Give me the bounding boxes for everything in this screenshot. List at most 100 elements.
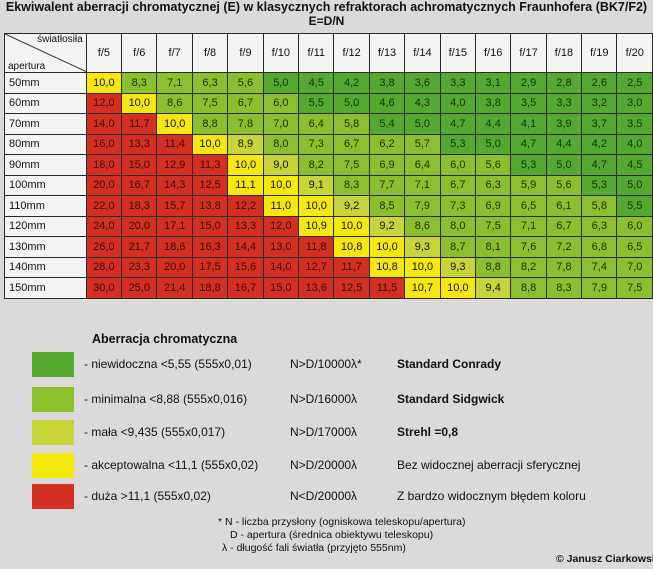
table-cell: 4,7 [581, 154, 618, 176]
row-header-aperture: 130mm [4, 236, 87, 258]
table-cell: 8,0 [262, 133, 300, 155]
table-cell: 20,0 [156, 256, 193, 278]
table-cell: 6,0 [439, 154, 476, 176]
table-cell: 7,1 [510, 215, 547, 237]
table-cell: 12,5 [333, 277, 370, 299]
table-row: 80mm 16,0 13,3 11,4 10,0 8,9 8,0 7,3 6,7 6,2 5,7 5,… [4, 133, 653, 155]
column-header: f/6 [121, 33, 158, 73]
table-cell: 10,0 [439, 277, 476, 299]
table-cell: 3,6 [404, 72, 441, 94]
legend-description: - mała <9,435 (555x0,017) [84, 425, 226, 439]
column-header: f/17 [510, 33, 547, 73]
table-cell: 17,5 [191, 256, 229, 278]
table-cell: 7,0 [616, 256, 653, 278]
table-cell: 15,0 [191, 215, 229, 237]
table-cell: 6,4 [298, 113, 335, 135]
table-cell: 7,3 [439, 195, 476, 217]
table-cell: 3,1 [474, 72, 512, 94]
table-cell: 10,0 [121, 92, 158, 114]
table-cell: 13,0 [262, 236, 300, 258]
table-cell: 10,8 [368, 256, 406, 278]
legend-ratio: N<D/20000λ [290, 489, 358, 503]
table-cell: 21,7 [121, 236, 158, 258]
table-cell: 8,3 [121, 72, 158, 94]
table-cell: 11,1 [227, 174, 264, 196]
table-cell: 30,0 [85, 277, 123, 299]
table-cell: 15,0 [121, 154, 158, 176]
title-formula: E=D/N [308, 14, 345, 28]
row-header-aperture: 110mm [4, 195, 87, 217]
table-row: 60mm 12,0 10,0 8,6 7,5 6,7 6,0 5,5 5,0 4,6 4,3 4,0 3… [4, 92, 653, 114]
table-cell: 7,6 [510, 236, 547, 258]
table-cell: 10,0 [368, 236, 406, 258]
table-cell: 6,9 [474, 195, 512, 217]
table-cell: 14,0 [85, 113, 123, 135]
chart-title: Ekwiwalent aberracji chromatycznej (E) w… [0, 0, 653, 28]
table-cell: 6,7 [439, 174, 476, 196]
legend-description: - minimalna <8,88 (555x0,016) [84, 392, 248, 406]
table-cell: 5,3 [439, 133, 476, 155]
table-cell: 18,3 [121, 195, 158, 217]
table-cell: 9,3 [439, 256, 476, 278]
table-cell: 12,2 [227, 195, 264, 217]
table-cell: 7,5 [474, 215, 512, 237]
table-cell: 7,4 [581, 256, 618, 278]
table-cell: 8,3 [333, 174, 370, 196]
table-cell: 8,8 [510, 277, 547, 299]
table-cell: 8,6 [156, 92, 193, 114]
table-cell: 10,7 [404, 277, 441, 299]
table-cell: 11,8 [298, 236, 335, 258]
table-cell: 13,6 [298, 277, 335, 299]
table-cell: 4,7 [439, 113, 476, 135]
table-cell: 2,6 [581, 72, 618, 94]
table-cell: 2,5 [616, 72, 653, 94]
table-cell: 5,5 [616, 195, 653, 217]
table-cell: 17,1 [156, 215, 193, 237]
table-cell: 2,9 [510, 72, 547, 94]
corner-label-focal-ratio: światłosiła [37, 34, 83, 45]
column-header: f/11 [298, 33, 335, 73]
table-row: 120mm 24,0 20,0 17,1 15,0 13,3 12,0 10,9 10,0 9,2… [4, 215, 653, 237]
table-cell: 8,6 [404, 215, 441, 237]
table-cell: 7,7 [368, 174, 406, 196]
table-cell: 5,0 [616, 174, 653, 196]
table-cell: 6,3 [474, 174, 512, 196]
table-cell: 13,8 [191, 195, 229, 217]
table-cell: 14,0 [262, 256, 300, 278]
table-cell: 4,5 [616, 154, 653, 176]
table-cell: 5,3 [581, 174, 618, 196]
table-cell: 4,2 [333, 72, 370, 94]
legend-item: - niewidoczna <5,55 (555x0,01) N>D/10000λ… [0, 352, 653, 382]
table-row: 150mm 30,0 25,0 21,4 18,8 16,7 15,0 13,6 12,5 11,… [4, 277, 653, 299]
legend-item: - mała <9,435 (555x0,017) N>D/17000λ Streh… [0, 420, 653, 450]
table-row: 50mm 10,0 8,3 7,1 6,3 5,6 5,0 4,5 4,2 3,8 3,6 3,3 3,… [4, 72, 653, 94]
corner-label-aperture: apertura [8, 61, 46, 72]
table-cell: 9,3 [404, 236, 441, 258]
table-cell: 4,0 [439, 92, 476, 114]
table-cell: 3,0 [616, 92, 653, 114]
legend-swatch [32, 420, 74, 445]
table-cell: 26,0 [85, 236, 123, 258]
table-cell: 11,3 [191, 154, 229, 176]
table-cell: 6,9 [368, 154, 406, 176]
row-header-aperture: 100mm [4, 174, 87, 196]
table-cell: 5,0 [474, 133, 512, 155]
table-cell: 15,6 [227, 256, 264, 278]
table-cell: 16,7 [227, 277, 264, 299]
table-cell: 3,2 [581, 92, 618, 114]
table-cell: 3,5 [510, 92, 547, 114]
legend-standard: Standard Sidgwick [397, 392, 505, 406]
row-header-aperture: 140mm [4, 256, 87, 278]
table-cell: 5,0 [262, 72, 300, 94]
table-cell: 11,5 [368, 277, 406, 299]
table-cell: 6,7 [545, 215, 583, 237]
table-cell: 12,9 [156, 154, 193, 176]
table-row: 140mm 28,0 23,3 20,0 17,5 15,6 14,0 12,7 11,7 10,… [4, 256, 653, 278]
corner-diagonal [5, 34, 87, 72]
column-header: f/8 [191, 33, 229, 73]
table-cell: 8,2 [298, 154, 335, 176]
legend-ratio: N>D/17000λ [290, 425, 358, 439]
table-cell: 10,8 [333, 236, 370, 258]
table-cell: 5,9 [510, 174, 547, 196]
table-cell: 6,5 [510, 195, 547, 217]
